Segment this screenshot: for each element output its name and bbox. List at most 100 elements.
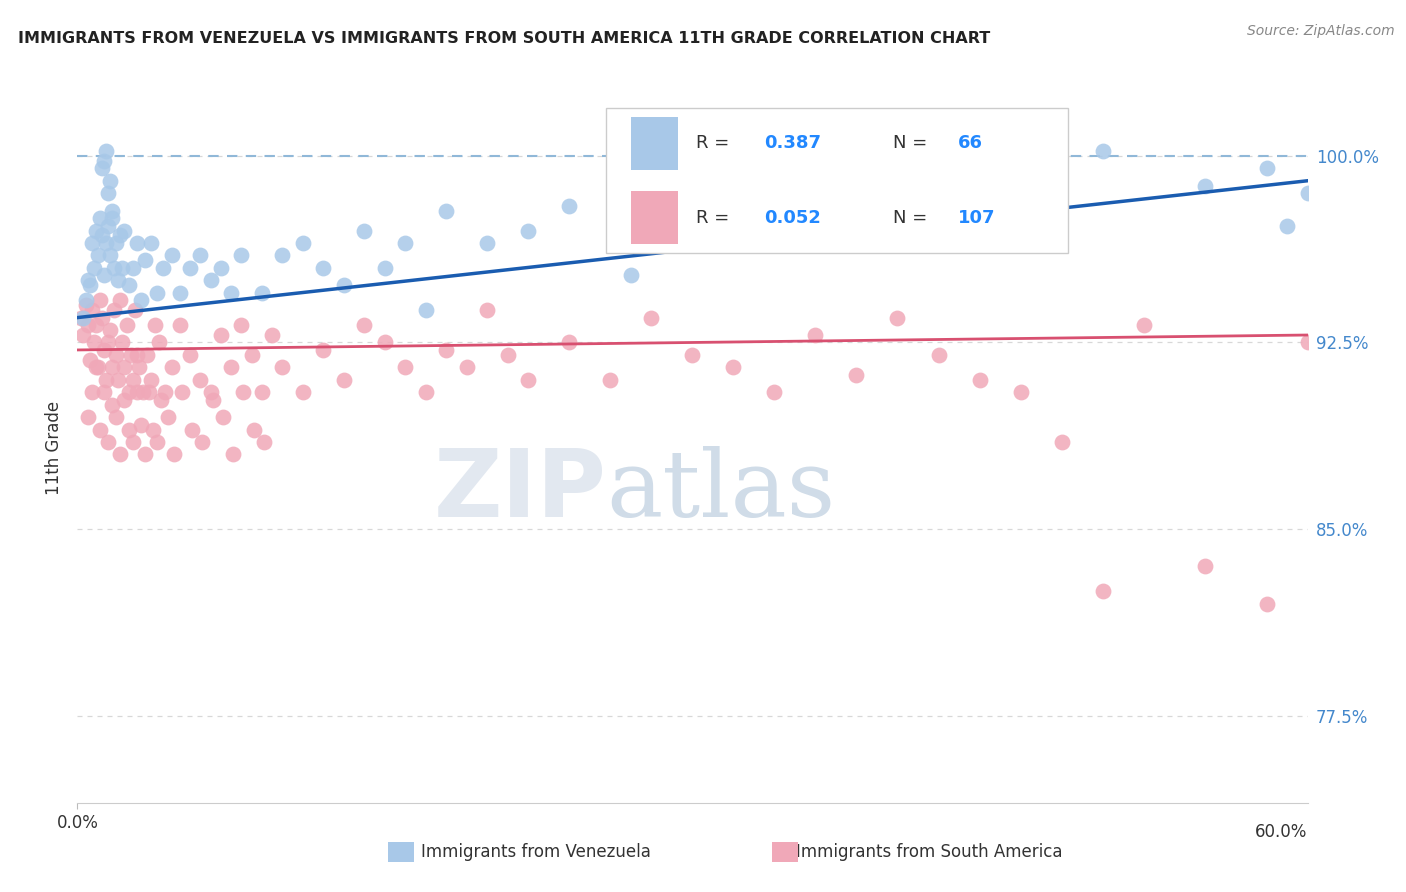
Point — [1194, 178, 1216, 193]
Point — [188, 248, 212, 262]
Point — [114, 223, 136, 237]
Point — [232, 385, 254, 400]
Point — [72, 310, 94, 325]
Text: R =: R = — [696, 135, 735, 153]
Text: 107: 107 — [959, 209, 995, 227]
Point — [97, 435, 120, 450]
Point — [1256, 161, 1278, 176]
Point — [107, 273, 129, 287]
Point — [141, 235, 163, 250]
Point — [90, 161, 114, 176]
Point — [558, 199, 581, 213]
Point — [179, 348, 201, 362]
Bar — [631, 117, 678, 169]
Point — [333, 278, 356, 293]
Point — [682, 203, 704, 218]
Point — [312, 260, 335, 275]
Point — [250, 285, 273, 300]
Point — [477, 235, 499, 250]
Point — [93, 268, 115, 283]
Point — [84, 360, 107, 375]
Point — [682, 348, 704, 362]
Point — [87, 360, 110, 375]
Point — [845, 368, 868, 382]
Point — [152, 260, 174, 275]
Point — [209, 328, 232, 343]
Point — [148, 335, 170, 350]
Point — [599, 373, 621, 387]
Point — [1296, 335, 1319, 350]
Text: 60.0%: 60.0% — [1256, 822, 1308, 840]
Point — [1091, 144, 1114, 158]
Point — [121, 435, 143, 450]
Point — [98, 323, 121, 337]
Point — [763, 385, 786, 400]
Point — [111, 335, 134, 350]
Point — [80, 235, 103, 250]
Point — [620, 268, 643, 283]
Point — [97, 186, 120, 201]
Point — [103, 303, 125, 318]
Point — [129, 417, 152, 432]
Point — [312, 343, 335, 357]
Text: R =: R = — [696, 209, 735, 227]
Point — [76, 318, 98, 332]
Point — [723, 360, 745, 375]
Point — [436, 343, 458, 357]
Point — [640, 310, 662, 325]
Point — [262, 328, 284, 343]
Point — [517, 373, 540, 387]
Point — [98, 174, 121, 188]
Point — [146, 435, 169, 450]
Point — [188, 373, 212, 387]
Point — [90, 310, 114, 325]
Point — [1132, 318, 1154, 332]
Bar — [631, 191, 678, 244]
Point — [1275, 219, 1298, 233]
Point — [517, 223, 540, 237]
Point — [181, 423, 204, 437]
Point — [142, 423, 165, 437]
Point — [886, 174, 908, 188]
Point — [117, 278, 139, 293]
Point — [969, 373, 991, 387]
Text: Immigrants from Venezuela: Immigrants from Venezuela — [422, 843, 651, 861]
Point — [1296, 186, 1319, 201]
Point — [105, 348, 128, 362]
Point — [456, 360, 478, 375]
Point — [110, 447, 132, 461]
Point — [250, 385, 273, 400]
Point — [242, 423, 264, 437]
Text: Source: ZipAtlas.com: Source: ZipAtlas.com — [1247, 24, 1395, 38]
Point — [132, 385, 155, 400]
Point — [90, 228, 114, 243]
Text: N =: N = — [893, 135, 934, 153]
Point — [76, 273, 98, 287]
Point — [98, 248, 121, 262]
Point — [1091, 584, 1114, 599]
Point — [1050, 435, 1073, 450]
Point — [804, 328, 827, 343]
Point — [80, 385, 103, 400]
Point — [231, 318, 253, 332]
Point — [125, 348, 148, 362]
Point — [105, 410, 128, 425]
Point — [558, 335, 581, 350]
Point — [125, 235, 148, 250]
Point — [134, 253, 156, 268]
Point — [94, 235, 117, 250]
Point — [219, 285, 242, 300]
Point — [121, 260, 143, 275]
Point — [110, 228, 132, 243]
Point — [79, 278, 101, 293]
Text: N =: N = — [893, 209, 934, 227]
Point — [89, 423, 111, 437]
Point — [169, 318, 191, 332]
Point — [353, 223, 375, 237]
Point — [783, 169, 806, 183]
Point — [89, 293, 111, 308]
Point — [117, 385, 139, 400]
Point — [333, 373, 356, 387]
Point — [115, 318, 138, 332]
Point — [128, 360, 150, 375]
